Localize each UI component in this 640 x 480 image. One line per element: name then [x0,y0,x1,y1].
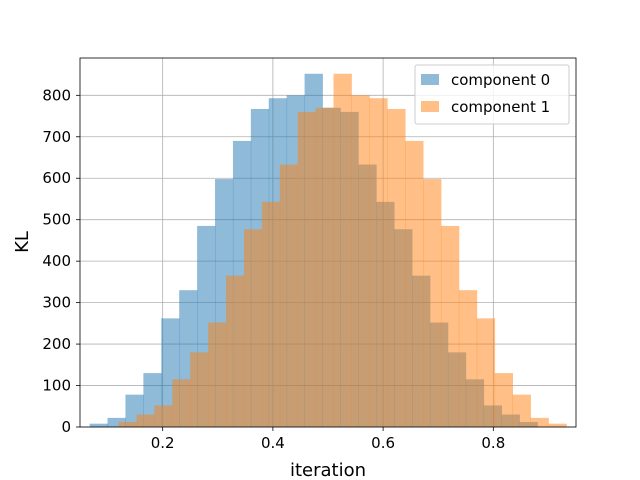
y-tick-label: 700 [42,128,71,146]
histogram-bar-component-1 [243,229,263,427]
histogram-bar-component-1 [279,164,299,427]
x-tick-label: 0.8 [481,434,505,452]
histogram-bar-component-1 [548,423,567,427]
legend-box [414,64,570,125]
histogram-bar-component-1 [190,352,209,427]
histogram-bar-component-1 [226,275,245,427]
legend-label-component-1: component 1 [451,98,550,116]
histogram-bar-component-1 [136,414,155,427]
y-tick-label: 200 [42,335,71,353]
histogram-bar-component-1 [154,405,173,427]
histogram-bar-component-1 [423,179,442,427]
legend-label-component-0: component 0 [451,71,550,89]
histogram-bar-component-1 [208,322,227,427]
histogram-bar-component-1 [297,111,316,428]
y-tick-label: 400 [42,252,71,270]
legend: component 0 component 1 [414,64,570,125]
histogram-bar-component-1 [315,107,334,427]
legend-swatch-component-1 [421,101,439,112]
histogram-bar-component-1 [369,98,388,427]
y-tick-label: 600 [42,169,71,187]
histogram-bar-component-1 [333,73,352,427]
y-tick-label: 100 [42,377,71,395]
histogram-bar-component-1 [494,373,514,427]
y-tick-label: 800 [42,86,71,104]
histogram-bar-component-1 [261,201,281,427]
histogram-bar-component-1 [458,290,478,427]
histogram-bar-component-1 [476,318,496,427]
y-tick-label: 0 [61,418,71,436]
histogram-bar-component-1 [387,108,406,427]
histogram-bar-component-1 [530,417,549,427]
y-axis-ticks: 0 100 200 300 400 500 600 700 800 [42,86,80,436]
x-tick-label: 0.4 [261,434,285,452]
histogram-bar-component-1 [405,140,424,428]
legend-swatch-component-0 [421,74,439,85]
y-axis-title: KL [12,231,33,253]
histogram-bar-component-1 [351,95,370,427]
histogram-bar-component-1 [172,379,191,427]
x-axis-title: iteration [290,460,366,480]
y-tick-label: 300 [42,294,71,312]
y-tick-label: 500 [42,211,71,229]
histogram-bar-component-0 [89,423,108,427]
x-tick-label: 0.6 [371,434,395,452]
x-axis-ticks: 0.2 0.4 0.6 0.8 [151,427,505,452]
histogram-bar-component-1 [512,394,531,427]
histogram-bar-component-0 [107,417,126,427]
plot-frame [79,57,577,428]
histogram-bar-component-1 [118,422,137,427]
x-tick-label: 0.2 [151,434,175,452]
histogram-bars [89,73,567,428]
histogram-bar-component-1 [440,225,460,427]
